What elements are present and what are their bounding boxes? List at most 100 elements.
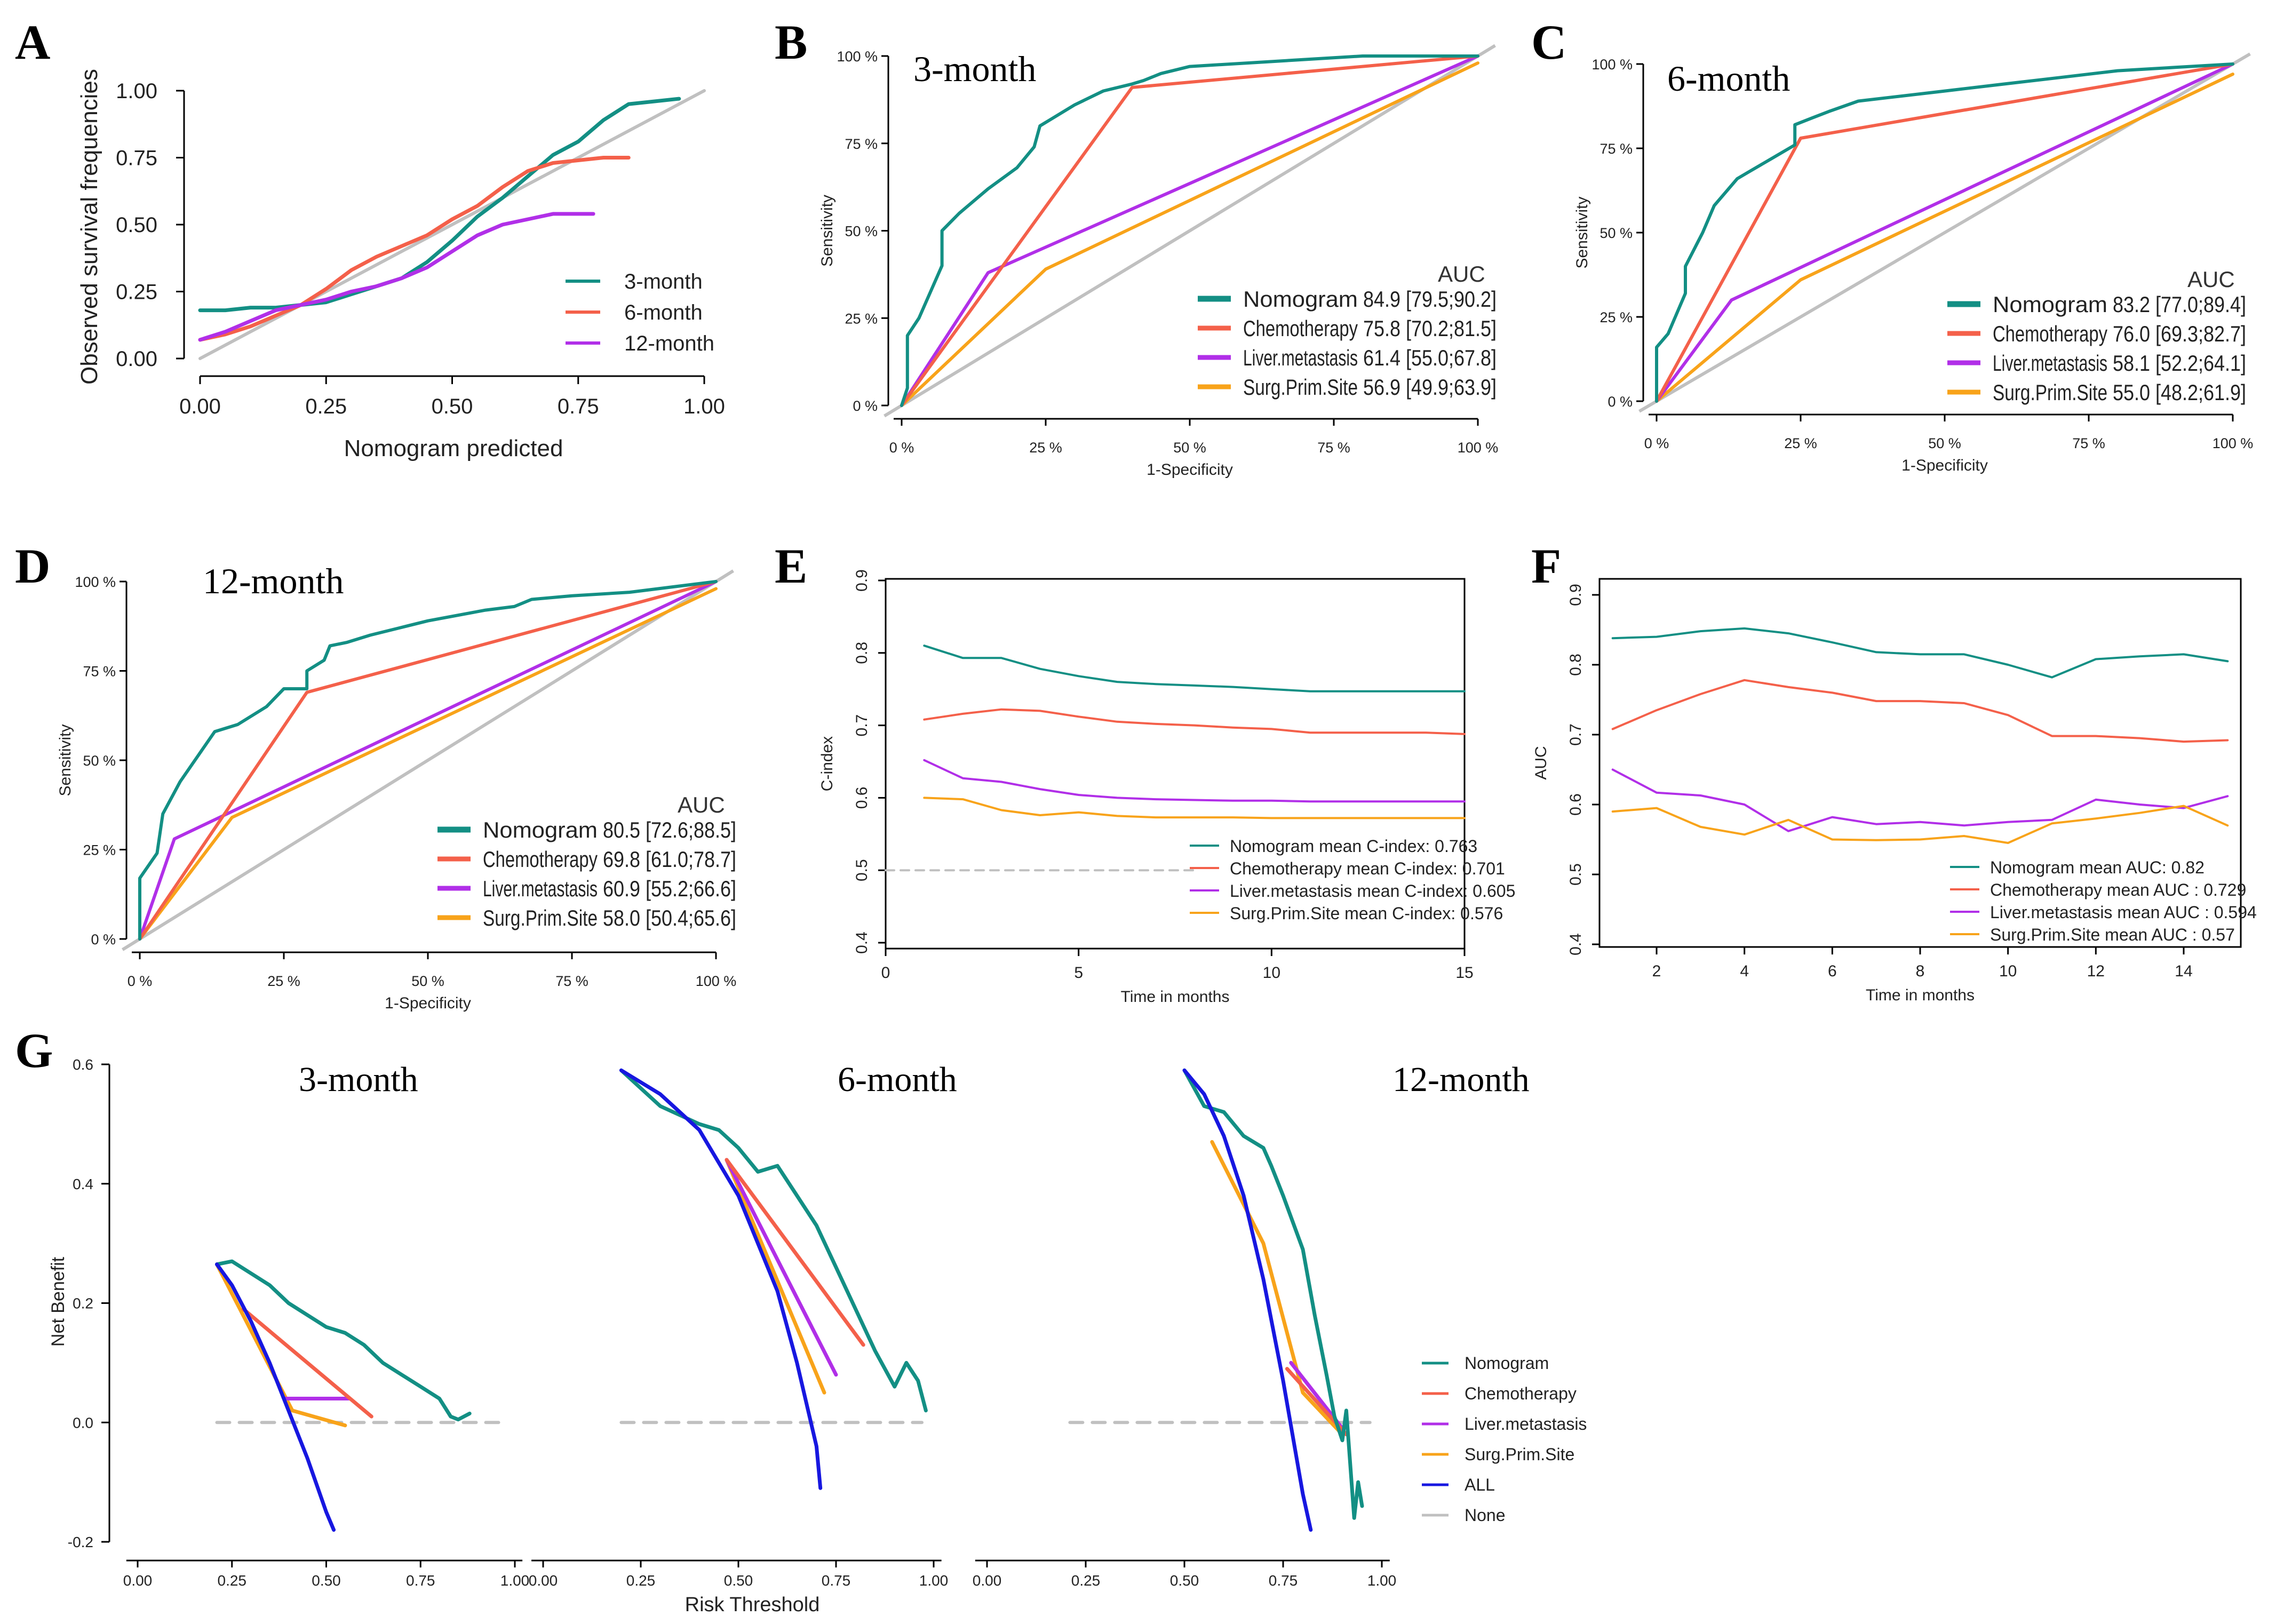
panel-c: 0 % 25 % 50 % 75 % 100 % 0 % 25 % 50 % 75 % 100 %… [1573, 52, 2253, 474]
x-tick-label: 10 [1263, 964, 1280, 982]
legend-auc: 76.0 [69.3;82.7] [2113, 321, 2246, 346]
dca-0-nomogram-line [215, 1259, 472, 1422]
y-tick-label: 50 % [83, 753, 116, 769]
x-tick-label: 0.75 [558, 395, 599, 418]
legend-label: 12-month [624, 332, 714, 355]
time-liver-metastasis-line [1611, 768, 2229, 832]
x-axis-title: 1-Specificity [385, 994, 471, 1012]
y-tick-label: 0.25 [116, 281, 157, 304]
y-tick-label: 0 % [853, 398, 878, 414]
time-nomogram-line [923, 644, 1466, 692]
y-tick-label: 0.0 [73, 1414, 93, 1431]
panel-title: 12-month [203, 561, 344, 601]
y-tick-label: 0.6 [73, 1056, 93, 1073]
y-tick-label: 0.7 [853, 714, 871, 737]
roc-diagonal-line [884, 44, 1496, 418]
y-tick-label: 0.4 [1567, 933, 1585, 956]
roc-chemotherapy-line [138, 580, 718, 941]
x-tick-label: 100 % [1458, 440, 1499, 456]
x-tick-label: 25 % [1784, 435, 1817, 451]
time-liver-metastasis-line [923, 759, 1466, 803]
x-tick-label: 100 % [696, 973, 737, 989]
legend-label: Surg.Prim.Site [1993, 380, 2107, 405]
legend-label: Liver.metastasis [1465, 1414, 1587, 1434]
legend-label: Chemotherapy [1243, 316, 1358, 341]
panel-title: 6-month [1667, 58, 1790, 99]
y-tick-label: 0.8 [853, 642, 871, 664]
legend-label: Liver.metastasis [1993, 351, 2107, 376]
x-tick-label: 5 [1074, 964, 1083, 982]
x-tick-label: 0.25 [305, 395, 347, 418]
roc-liver-metastasis-line [1655, 62, 2234, 403]
y-tick-label: 0 % [1607, 394, 1633, 410]
y-tick-label: 75 % [1599, 141, 1633, 157]
legend-label: Chemotherapy [1465, 1384, 1577, 1403]
y-tick-label: 100 % [837, 49, 878, 65]
y-tick-label: 0.75 [116, 147, 157, 170]
y-axis-title: Sensitivity [818, 195, 836, 267]
x-tick-label: 10 [1999, 962, 2017, 980]
x-tick-label: 50 % [1928, 435, 1961, 451]
panel-label-e: E [775, 539, 807, 593]
panel-label-b: B [775, 15, 807, 69]
x-tick-label: 0.50 [724, 1572, 753, 1589]
legend-auc: 56.9 [49.9;63.9] [1363, 375, 1497, 400]
x-axis-title: Time in months [1121, 988, 1230, 1006]
y-tick-label: 0.4 [853, 932, 871, 954]
x-tick-label: 4 [1740, 962, 1749, 980]
dca-1-chemotherapy-line [725, 1158, 865, 1347]
x-tick-label: 1.00 [683, 395, 725, 418]
panel-b: 0 % 25 % 50 % 75 % 100 % 0 % 25 % 50 % 75 % 100 %… [818, 44, 1499, 479]
legend-label: Nomogram [1465, 1354, 1549, 1373]
x-tick-label: 0.25 [626, 1572, 656, 1589]
y-tick-label: 50 % [1599, 225, 1633, 241]
dca-1-liver-metastasis-line [725, 1158, 838, 1377]
dca-1-surg-prim-site-line [725, 1158, 826, 1395]
panel-d: 0 % 25 % 50 % 75 % 100 % 0 % 25 % 50 % 75 % 100 %… [57, 561, 736, 1012]
legend-auc: 60.9 [55.2;66.6] [603, 876, 736, 901]
x-tick-label: 0 % [889, 440, 914, 456]
legend-auc: 75.8 [70.2;81.5] [1363, 316, 1497, 341]
x-tick-label: 6 [1828, 962, 1837, 980]
x-tick-label: 50 % [411, 973, 444, 989]
x-tick-label: 0.00 [973, 1572, 1002, 1589]
x-tick-label: 0 % [128, 973, 153, 989]
calibration-3-month-line [198, 97, 681, 313]
y-tick-label: 50 % [845, 224, 878, 240]
y-tick-label: 0.2 [73, 1295, 93, 1312]
legend-label: Surg.Prim.Site mean C-index: 0.576 [1230, 904, 1503, 923]
x-tick-label: 1.00 [1367, 1572, 1397, 1589]
x-tick-label: 15 [1455, 964, 1473, 982]
legend-label: Surg.Prim.Site mean AUC : 0.57 [1990, 925, 2235, 944]
panel-label-c: C [1531, 15, 1566, 69]
x-tick-label: 75 % [555, 973, 588, 989]
time-chemotherapy-line [1611, 679, 2229, 743]
time-surg-prim-site-line [923, 797, 1466, 819]
time-nomogram-line [1611, 627, 2229, 679]
x-tick-label: 75 % [2072, 435, 2105, 451]
dca-2-nomogram-line [1182, 1068, 1364, 1520]
legend-label: Nomogram [1993, 292, 2107, 317]
roc-nomogram-line [1655, 62, 2234, 403]
roc-surg-prim-site-line [1655, 73, 2234, 403]
legend-label: Nomogram mean C-index: 0.763 [1230, 837, 1477, 856]
legend-auc: 83.2 [77.0;89.4] [2113, 292, 2246, 317]
panel-a: 0.00 0.25 0.50 0.75 1.00 0.00 0.25 0.50 0.75 1.00… [76, 69, 725, 461]
roc-surg-prim-site-line [900, 61, 1479, 407]
roc-chemotherapy-line [1655, 62, 2234, 403]
legend-auc-header: AUC [1438, 261, 1485, 286]
legend-label: ALL [1465, 1475, 1495, 1494]
x-tick-label: 0.50 [312, 1572, 341, 1589]
x-tick-label: 12 [2087, 962, 2105, 980]
y-tick-label: 0.6 [853, 787, 871, 809]
dca-2-surg-prim-site-line [1210, 1140, 1344, 1437]
y-tick-label: -0.2 [68, 1534, 93, 1550]
panel-label-d: D [15, 539, 50, 593]
dca-0-chemotherapy-line [241, 1307, 373, 1419]
y-tick-label: 0.4 [73, 1176, 93, 1192]
panel-label-f: F [1531, 539, 1561, 593]
y-tick-label: 25 % [83, 842, 116, 858]
x-tick-label: 14 [2175, 962, 2192, 980]
legend-label: 6-month [624, 301, 703, 324]
y-axis-title: Sensitivity [57, 724, 74, 796]
